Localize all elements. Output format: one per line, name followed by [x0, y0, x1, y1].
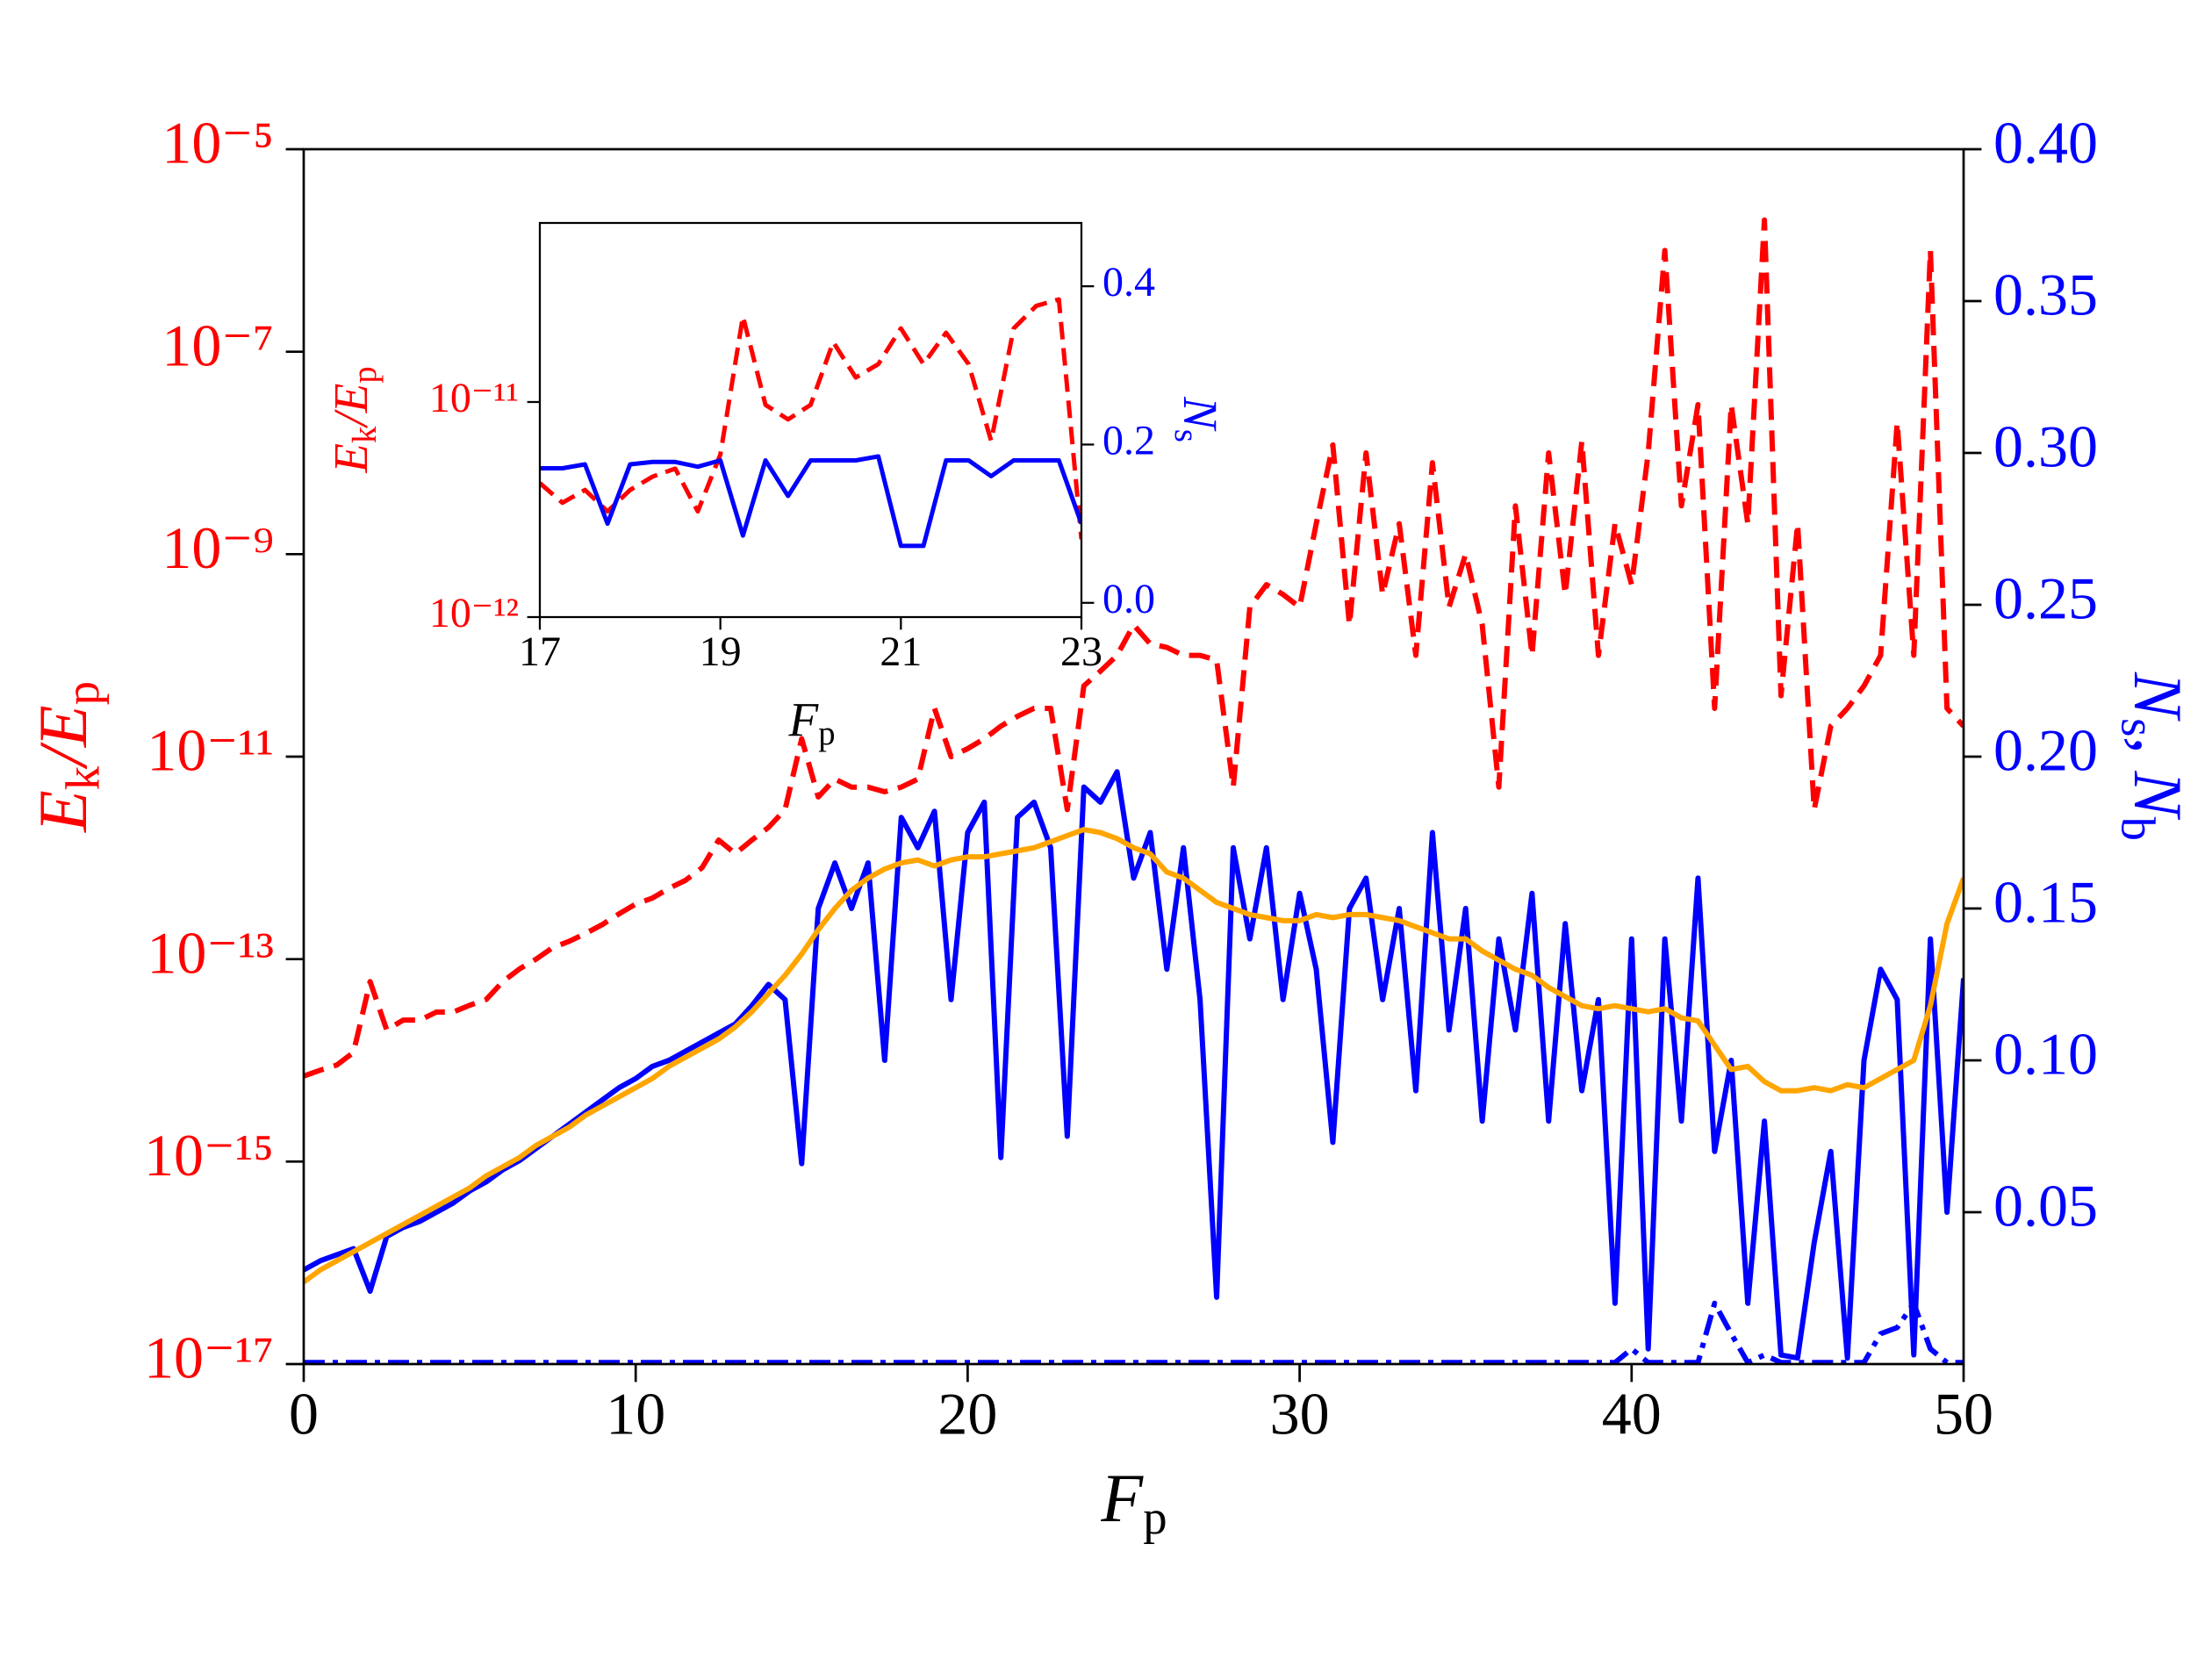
y2-tick-label: 0.0 [1102, 576, 1155, 622]
y-axis-label-part: p [347, 366, 384, 383]
x-tick-label: 0 [289, 1380, 319, 1447]
y2-axis-label-part: s [2112, 718, 2165, 736]
y2-tick-label: 0.25 [1993, 565, 2098, 632]
y2-axis-label-part: b [2112, 817, 2165, 841]
data-line [304, 827, 1964, 1285]
x-axis-label-part: p [818, 715, 835, 752]
y2-tick-label: 0.30 [1993, 413, 2098, 480]
y-tick-label: 10⁻⁹ [162, 514, 274, 581]
x-tick-label: 50 [1934, 1380, 1993, 1447]
y-tick-label: 10⁻¹¹ [429, 375, 519, 421]
y2-axis-label-part: , N [2120, 736, 2196, 820]
x-tick-label: 23 [1060, 628, 1102, 675]
y-axis-label-part: k [347, 426, 384, 443]
data-line [304, 1300, 1964, 1364]
y2-axis-label: Ns [1167, 396, 1227, 442]
y2-tick-label: 0.15 [1993, 869, 2098, 936]
y-tick-label: 10⁻¹³ [147, 919, 274, 986]
y-tick-label: 10⁻⁵ [162, 110, 274, 176]
x-axis-label-part: F [787, 693, 819, 746]
y2-axis-label-part: N [1174, 396, 1227, 432]
x-tick-label: 17 [519, 628, 561, 675]
data-line [304, 217, 1964, 1079]
y2-axis-label-part: N [2120, 672, 2196, 722]
y-tick-label: 10⁻¹² [429, 590, 519, 636]
y-tick-label: 10⁻¹⁵ [144, 1122, 274, 1189]
y-axis-label-part: /E [324, 384, 377, 429]
y-axis-label: Ek/Ep [25, 681, 109, 833]
y-axis-label: Ek/Ep [324, 366, 384, 473]
y2-axis-label-part: s [1167, 429, 1204, 442]
plot-area [540, 223, 1081, 617]
x-tick-label: 21 [880, 628, 922, 675]
x-tick-label: 10 [606, 1380, 665, 1447]
y2-tick-label: 0.40 [1993, 110, 2098, 176]
y2-tick-label: 0.4 [1102, 259, 1155, 305]
y-tick-label: 10⁻¹¹ [147, 717, 274, 784]
x-tick-label: 20 [937, 1380, 997, 1447]
x-axis-label: Fp [787, 693, 835, 752]
inset-plot: 17 19 21 23 10⁻¹² 10⁻¹¹ 0.0 0.2 0.4 [429, 221, 1155, 675]
x-tick-label: 30 [1270, 1380, 1330, 1447]
y-axis-label-part: p [55, 681, 109, 705]
y-axis-label-part: E [324, 443, 377, 474]
main-plot: 0 10 20 30 40 50 10⁻¹⁷ 10⁻¹⁵ 10⁻¹³ 10⁻¹¹ 10⁻⁹ 10⁻⁷ 1… [144, 110, 2098, 1447]
y2-axis-label: Ns, Nb [2112, 672, 2196, 841]
y2-tick-label: 0.20 [1993, 717, 2098, 784]
data-line [540, 454, 1081, 549]
y-axis-label-part: E [25, 790, 101, 833]
y-tick-label: 10⁻⁷ [162, 312, 274, 378]
plot-frame [538, 221, 1083, 619]
x-axis-label: Fp [1100, 1460, 1167, 1544]
x-tick-label: 40 [1602, 1380, 1662, 1447]
y-tick-label: 10⁻¹⁷ [144, 1325, 274, 1391]
y2-tick-label: 0.05 [1993, 1173, 2098, 1239]
x-axis-label-part: p [1143, 1490, 1167, 1544]
x-axis-label-part: F [1100, 1460, 1144, 1536]
y2-tick-label: 0.10 [1993, 1021, 2098, 1088]
data-line [540, 297, 1081, 540]
y2-tick-label: 0.2 [1102, 417, 1155, 463]
y-axis-label-part: k [55, 765, 109, 790]
x-tick-label: 19 [700, 628, 742, 675]
y2-tick-label: 0.35 [1993, 262, 2098, 328]
y-axis-label-part: /E [25, 705, 101, 769]
